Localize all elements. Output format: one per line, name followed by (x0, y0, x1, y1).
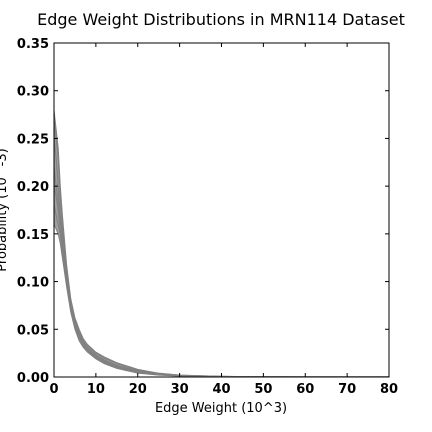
distribution-band (54, 109, 389, 377)
y-tick-label: 0.10 (17, 276, 49, 291)
x-tick-label: 40 (212, 382, 230, 397)
y-axis: 0.00 0.05 0.10 0.15 0.20 0.25 0.30 0.35 (17, 37, 389, 386)
x-tick-label: 30 (171, 382, 189, 397)
x-tick-label: 20 (129, 382, 147, 397)
series-line-1 (54, 166, 389, 377)
x-tick-label: 80 (380, 382, 398, 397)
plot-marks (54, 109, 389, 377)
chart-title: Edge Weight Distributions in MRN114 Data… (37, 10, 405, 29)
series-line-4 (54, 119, 389, 377)
x-tick-label: 70 (338, 382, 356, 397)
y-tick-label: 0.15 (17, 228, 49, 243)
plot-frame (53, 42, 390, 378)
y-tick-label: 0.20 (17, 180, 49, 195)
x-tick-label: 0 (49, 382, 58, 397)
y-tick-label: 0.35 (17, 37, 49, 52)
x-axis: 0 10 20 30 40 50 60 70 80 (49, 43, 398, 397)
x-axis-label: Edge Weight (10^3) (155, 401, 287, 416)
y-axis-label: Probability (10^-3) (0, 148, 10, 271)
x-tick-label: 50 (254, 382, 272, 397)
y-tick-label: 0.00 (17, 371, 49, 386)
y-tick-label: 0.30 (17, 85, 49, 100)
y-tick-label: 0.25 (17, 132, 49, 147)
series-line-3 (54, 205, 389, 377)
x-tick-label: 60 (296, 382, 314, 397)
series-line-5 (54, 186, 389, 377)
series-line-2 (54, 138, 389, 377)
y-tick-label: 0.05 (17, 323, 49, 338)
x-tick-label: 10 (87, 382, 105, 397)
